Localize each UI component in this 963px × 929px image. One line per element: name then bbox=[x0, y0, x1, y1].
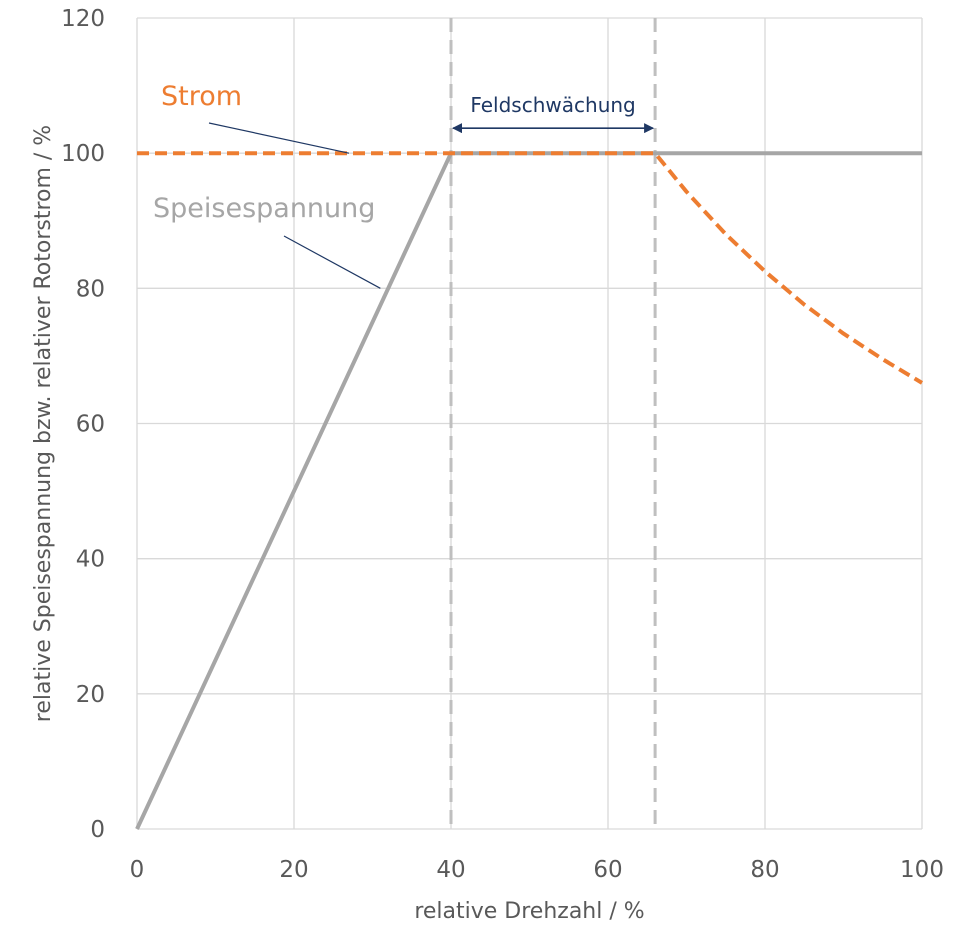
annotation-label: Strom bbox=[161, 81, 242, 112]
annotation-leader-line bbox=[208, 122, 350, 154]
x-tick-label: 20 bbox=[279, 857, 308, 883]
x-tick-label: 40 bbox=[436, 857, 465, 883]
ticks: 0 20 40 60 80 100 120 0 20 40 60 80 100 bbox=[61, 6, 944, 883]
grid bbox=[136, 17, 923, 830]
y-tick-label: 60 bbox=[76, 412, 105, 438]
y-tick-label: 40 bbox=[76, 547, 105, 573]
annotations: Strom Speisespannung Feldschwächung bbox=[153, 81, 655, 289]
x-tick-label: 100 bbox=[900, 857, 944, 883]
y-tick-label: 20 bbox=[76, 682, 105, 708]
y-tick-label: 120 bbox=[61, 6, 105, 32]
x-tick-label: 80 bbox=[750, 857, 779, 883]
annotation-label: Feldschwächung bbox=[470, 93, 635, 117]
x-tick-label: 60 bbox=[593, 857, 622, 883]
y-axis-title: relative Speisespannung bzw. relativer R… bbox=[31, 125, 56, 722]
annotation-label: Speisespannung bbox=[153, 193, 375, 224]
y-tick-label: 100 bbox=[61, 141, 105, 167]
y-tick-label: 80 bbox=[76, 276, 105, 302]
series-line-strom bbox=[137, 151, 924, 385]
series-line-speisespannung bbox=[135, 151, 922, 830]
x-tick-label: 0 bbox=[130, 857, 145, 883]
x-axis-title: relative Drehzahl / % bbox=[414, 899, 644, 924]
annotation-leader-line bbox=[283, 235, 381, 289]
y-tick-label: 0 bbox=[90, 817, 105, 843]
series bbox=[135, 151, 924, 830]
